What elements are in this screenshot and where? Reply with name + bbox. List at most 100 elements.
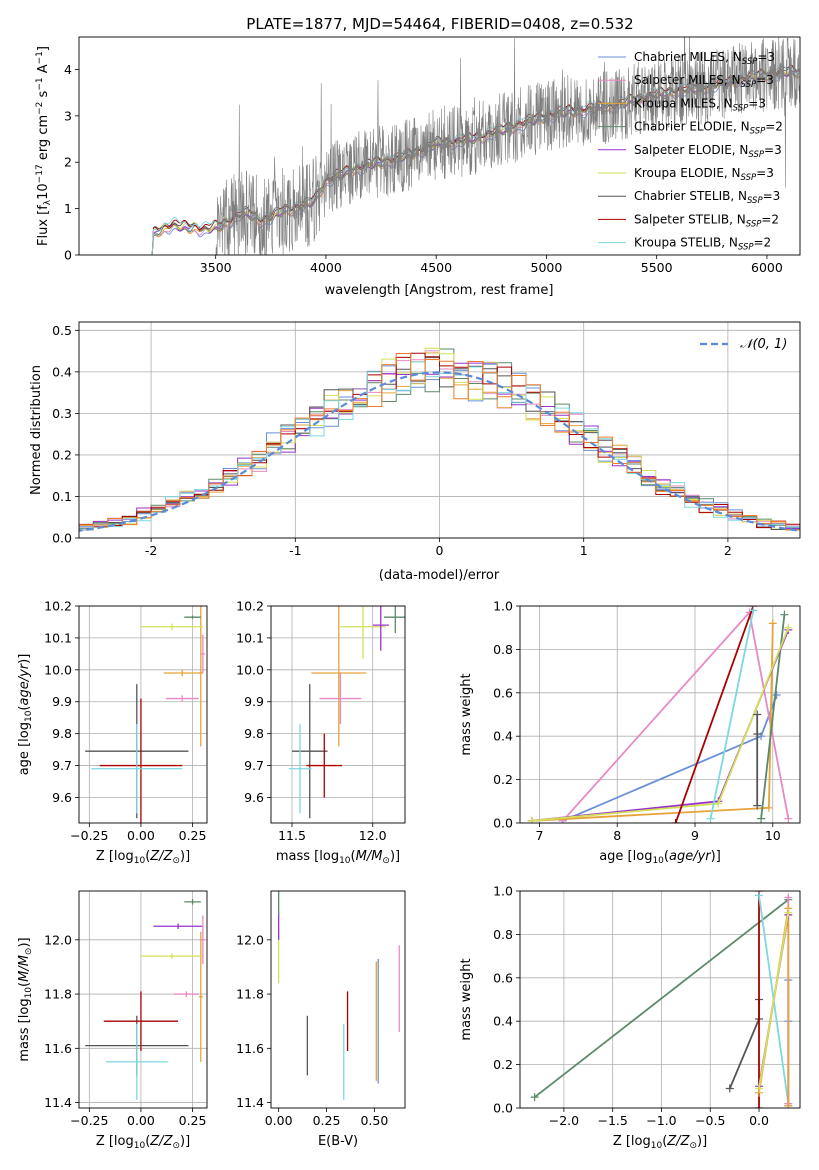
series-line	[728, 999, 760, 1089]
label-part: Z [log	[96, 849, 134, 864]
y-tick-label: 9.9	[244, 694, 264, 709]
label-part: s	[36, 90, 51, 101]
series-line	[709, 610, 755, 819]
weight-series	[527, 623, 793, 823]
series-marker	[755, 891, 764, 900]
x-tick-label: 0.25	[179, 1113, 207, 1128]
x-tick-label: 6000	[751, 260, 783, 275]
series-line	[562, 610, 790, 822]
label-part: )]	[390, 849, 400, 864]
errorbar-point	[184, 615, 201, 619]
label-part: SSP	[747, 196, 763, 206]
y-tick-label: 0.0	[52, 531, 72, 546]
errorbar-point	[173, 991, 199, 997]
series-marker	[527, 816, 536, 823]
errorbar-point	[184, 899, 201, 905]
axes-frame	[78, 605, 208, 824]
y-axis-label: age [log10(age/yr)]	[17, 654, 34, 776]
label-part: (	[17, 982, 32, 987]
errorbar-point	[198, 606, 203, 747]
weight-series	[755, 908, 793, 1093]
series-marker	[753, 730, 762, 739]
y-tick-label: 11.4	[44, 1095, 72, 1110]
label-part: SSP	[733, 103, 749, 113]
y-tick-label: 10.2	[236, 599, 264, 614]
label-part: age/yr	[17, 662, 32, 705]
series-line	[531, 627, 790, 822]
weight-series	[725, 995, 764, 1093]
label-part: −2	[35, 102, 45, 115]
y-tick-label: 4	[64, 62, 72, 77]
label-part: )]	[180, 1134, 190, 1149]
x-tick-label: 0.50	[360, 1113, 388, 1128]
x-tick-label: 0	[436, 543, 444, 558]
label-part: SSP	[746, 219, 762, 229]
label-part: 10	[339, 856, 351, 866]
label-part: )]	[17, 937, 32, 947]
x-tick-label: 7	[535, 828, 543, 843]
legend-label: Chabrier STELIB, NSSP=3	[634, 189, 780, 206]
legend-label: Kroupa MILES, NSSP=3	[634, 96, 766, 113]
errorbar-point	[311, 606, 367, 747]
weight-series	[753, 710, 762, 810]
label-part: Z/Z	[149, 849, 173, 864]
y-tick-label: 11.6	[236, 1041, 264, 1056]
label-part: =3	[757, 50, 775, 64]
x-axis-label: age [log10(age/yr)]	[599, 849, 721, 866]
label-part: SSP	[738, 243, 754, 253]
label-part: =3	[748, 96, 766, 110]
weight-series	[527, 625, 793, 823]
label-part: −1	[35, 77, 45, 90]
x-axis-label: (data-model)/error	[379, 568, 500, 583]
y-tick-label: 9.8	[244, 726, 264, 741]
series-line	[674, 606, 755, 823]
errorbar-point	[103, 991, 179, 1052]
axes-frame	[78, 36, 801, 256]
x-tick-label: −1.5	[598, 1113, 628, 1128]
label-part: Salpeter ELODIE, N	[634, 143, 748, 157]
axes-frame	[270, 605, 406, 824]
axes-frame	[270, 890, 406, 1109]
y-tick-label: 1	[64, 201, 72, 216]
label-part: −1	[35, 51, 45, 64]
label-part: =3	[756, 166, 774, 180]
label-part: ]	[36, 46, 51, 51]
x-axis-label: mass [log10(M/M⊙)]	[276, 849, 400, 866]
y-tick-label: 9.6	[52, 790, 72, 805]
plot-area	[278, 891, 400, 1100]
label-part: =3	[756, 73, 774, 87]
y-tick-label: 0	[64, 248, 72, 263]
y-tick-label: 0.3	[52, 406, 72, 421]
label-part: =3	[763, 189, 781, 203]
normal-curve	[79, 371, 800, 532]
x-axis-label: wavelength [Angstrom, rest frame]	[325, 283, 554, 298]
weight-series	[558, 690, 781, 823]
label-part: SSP	[750, 127, 766, 137]
errorbar-point	[340, 606, 386, 659]
x-axis-label: E(B-V)	[318, 1134, 358, 1149]
axes-frame	[78, 321, 801, 539]
label-part: 10	[36, 183, 51, 200]
label-part: 10	[651, 1141, 663, 1151]
label-part: Z [log	[613, 1134, 651, 1149]
y-tick-label: 0.6	[493, 685, 513, 700]
label-part: SSP	[741, 80, 757, 90]
legend-label: Chabrier MILES, NSSP=3	[634, 50, 775, 67]
errorbar-point	[165, 695, 199, 702]
axes-age-vs-Z: −0.25 0.00 0.25 9.6 9.7 9.8 9.9 10.0 10.1 10.2 Z […	[17, 599, 208, 866]
x-tick-label: 3500	[200, 260, 232, 275]
label-part: A	[36, 64, 51, 77]
label-part: Chabrier MILES, N	[634, 50, 742, 64]
y-tick-label: 0.0	[493, 816, 513, 831]
label-part: mass [log	[17, 998, 32, 1061]
label-part: (	[17, 706, 32, 711]
label-part: ⊙	[172, 1141, 180, 1151]
errorbar-point	[105, 1023, 168, 1100]
legend-label: Kroupa ELODIE, NSSP=3	[634, 166, 774, 183]
series-line	[534, 898, 789, 1098]
y-tick-label: 12.0	[44, 932, 72, 947]
errorbar-point	[200, 915, 205, 965]
